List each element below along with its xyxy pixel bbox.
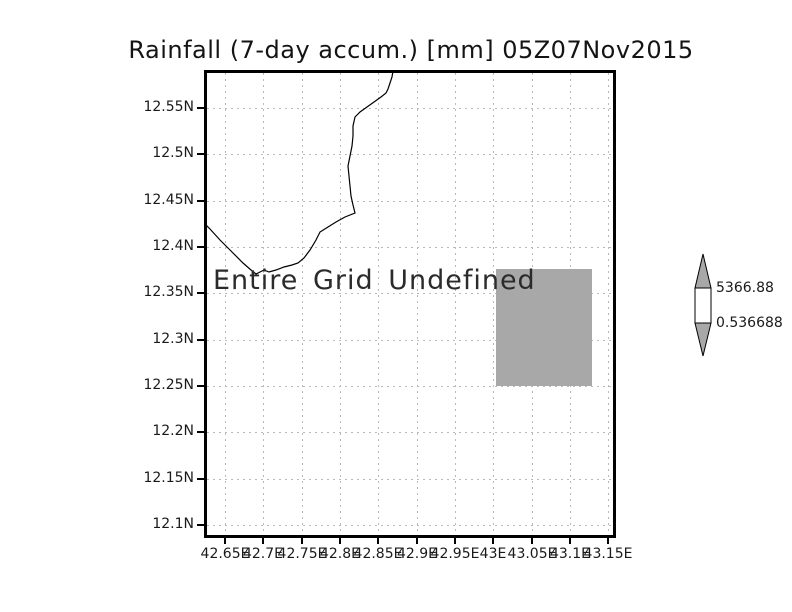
x-axis-tick [416,538,418,544]
y-axis-tick [197,200,204,202]
gridline-horizontal [207,340,613,341]
colorbar-min-label: 0.536688 [716,315,783,331]
gridline-horizontal [207,432,613,433]
y-tick-label: 12.4N [152,238,194,254]
x-axis-tick [224,538,226,544]
colorbar-up-arrow [694,253,712,289]
x-axis-tick [569,538,571,544]
gridline-horizontal [207,293,613,294]
gridline-vertical [263,73,264,535]
x-tick-label: 43.15E [583,546,633,562]
x-tick-label: 42.9E [396,546,438,562]
gridline-vertical [225,73,226,535]
x-tick-label: 42.7E [242,546,284,562]
map-plot-area: Entire Grid Undefined [207,73,613,535]
map-frame-border [204,70,616,538]
x-axis-tick [301,538,303,544]
gridline-horizontal [207,201,613,202]
gridline-horizontal [207,479,613,480]
y-axis-tick [197,524,204,526]
y-axis-tick [197,478,204,480]
x-tick-label: 42.95E [430,546,480,562]
y-tick-label: 12.25N [143,377,194,393]
x-tick-label: 43.05E [507,546,557,562]
gridline-vertical [302,73,303,535]
x-tick-label: 42.65E [200,546,250,562]
gridline-vertical [608,73,609,535]
gridline-vertical [493,73,494,535]
entire-grid-undefined-message: Entire Grid Undefined [213,265,536,296]
coastline-map [207,73,394,275]
gridline-vertical [417,73,418,535]
gridline-vertical [455,73,456,535]
gridline-horizontal [207,154,613,155]
x-axis-tick [339,538,341,544]
shaded-grid-cell [496,269,592,386]
colorbar-down-arrow [694,322,712,357]
colorbar-max-label: 5366.88 [716,280,774,296]
y-tick-label: 12.1N [152,516,194,532]
gridline-vertical [378,73,379,535]
gridline-vertical [340,73,341,535]
y-tick-label: 12.3N [152,331,194,347]
x-axis-tick [607,538,609,544]
x-tick-label: 42.8E [319,546,361,562]
y-tick-label: 12.2N [152,423,194,439]
y-tick-label: 12.15N [143,470,194,486]
x-axis-tick [262,538,264,544]
x-tick-label: 43.1E [549,546,591,562]
gridline-horizontal [207,525,613,526]
x-axis-tick [377,538,379,544]
y-axis-tick [197,292,204,294]
x-axis-tick [454,538,456,544]
coastline-path [207,73,394,275]
y-tick-label: 12.55N [143,99,194,115]
colorbar-body [694,287,712,324]
x-axis-tick [492,538,494,544]
y-axis-tick [197,431,204,433]
y-tick-label: 12.5N [152,145,194,161]
x-axis-tick [531,538,533,544]
gridline-horizontal [207,386,613,387]
x-tick-label: 42.85E [353,546,403,562]
colorbar [694,253,712,357]
y-tick-label: 12.35N [143,284,194,300]
y-axis-tick [197,107,204,109]
gridline-horizontal [207,247,613,248]
y-tick-label: 12.45N [143,192,194,208]
y-axis-tick [197,153,204,155]
y-axis-tick [197,339,204,341]
gridline-horizontal [207,108,613,109]
y-axis-tick [197,385,204,387]
x-tick-label: 43E [479,546,507,562]
x-tick-label: 42.75E [277,546,327,562]
y-axis-tick [197,246,204,248]
plot-title: Rainfall (7-day accum.) [mm] 05Z07Nov201… [128,36,694,64]
